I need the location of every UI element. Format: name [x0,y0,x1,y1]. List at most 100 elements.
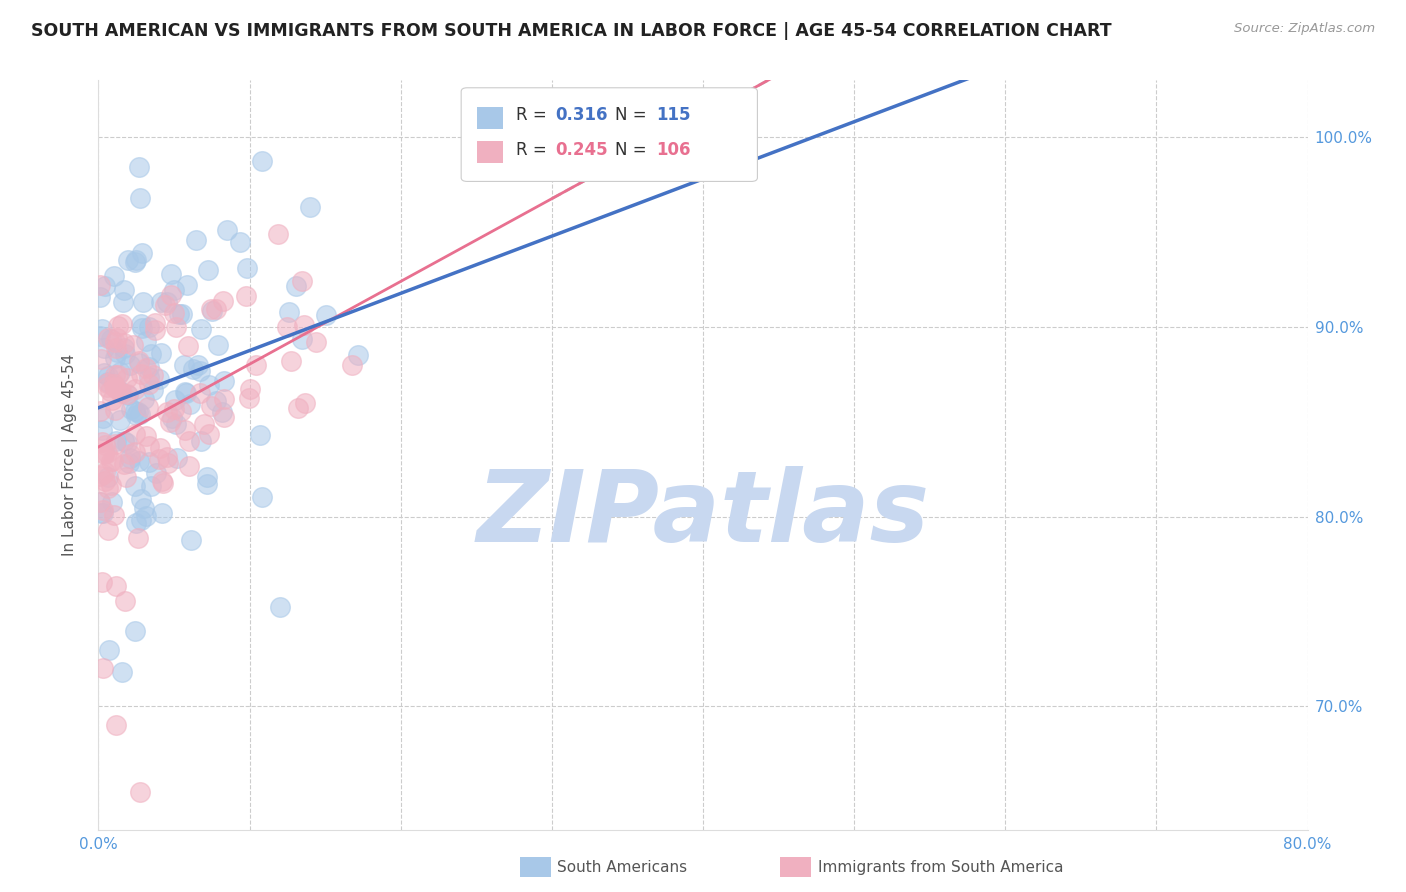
Text: SOUTH AMERICAN VS IMMIGRANTS FROM SOUTH AMERICA IN LABOR FORCE | AGE 45-54 CORRE: SOUTH AMERICAN VS IMMIGRANTS FROM SOUTH … [31,22,1112,40]
Point [155,298,177,312]
Point [138,370,160,384]
Point [187,359,209,373]
Point [131,513,153,527]
Point [149,441,172,455]
Point [245,359,267,373]
Text: N =: N = [614,106,651,125]
Point [291,332,314,346]
Point [91,435,114,450]
Point [159,288,181,302]
Point [201,303,224,318]
Point [134,392,156,406]
Point [181,362,204,376]
Point [124,445,146,459]
Point [277,305,299,319]
Point [98,384,121,399]
Point [156,450,179,464]
Point [138,377,160,392]
Point [131,321,153,335]
Point [105,344,128,359]
Point [124,255,146,269]
Point [162,283,184,297]
Point [91,661,114,675]
Point [269,600,291,615]
Point [139,347,162,361]
Text: 115: 115 [655,106,690,125]
Point [287,401,309,415]
Point [180,533,202,548]
Point [93,474,115,488]
Point [125,408,148,422]
Point [105,341,128,355]
Point [212,293,235,308]
Point [173,359,195,373]
Point [91,502,114,516]
Point [90,351,112,366]
Point [198,426,221,441]
Point [91,575,114,590]
Point [197,263,219,277]
Point [165,417,187,432]
Point [190,322,212,336]
Point [105,718,128,732]
Point [104,335,127,350]
Point [91,467,114,481]
Point [177,339,200,353]
Point [91,506,114,520]
Point [94,438,117,452]
Point [136,400,159,414]
Point [138,359,160,374]
Point [89,404,111,418]
Point [200,400,222,414]
Point [93,341,115,355]
Point [129,491,152,506]
Point [229,235,252,249]
Point [212,375,235,389]
Point [212,409,235,424]
Point [117,386,139,401]
Point [100,477,122,491]
Point [160,268,183,282]
Point [120,358,142,372]
Point [115,436,138,450]
Point [118,456,141,470]
Point [135,360,157,375]
Point [179,397,201,411]
Point [97,469,120,483]
Point [267,227,290,241]
Point [142,368,165,383]
Text: 106: 106 [655,141,690,159]
Point [249,427,271,442]
Point [135,334,157,348]
Point [188,386,211,401]
Point [112,341,135,355]
Point [93,447,115,461]
Point [236,260,259,275]
Point [198,378,221,392]
Point [166,450,188,465]
Point [93,367,115,381]
Point [127,531,149,545]
Point [104,579,127,593]
Point [89,495,111,509]
Point [110,366,132,380]
Point [200,302,222,317]
Point [96,445,118,459]
Point [170,404,193,418]
Point [294,395,316,409]
Point [176,278,198,293]
Point [128,160,150,174]
Point [148,452,170,467]
Point [292,318,315,333]
Point [250,154,273,169]
Point [103,268,125,283]
Point [111,294,134,309]
Point [120,401,142,416]
Point [138,319,160,334]
Point [107,368,129,382]
Point [165,319,187,334]
Bar [477,141,503,163]
Point [195,476,218,491]
Point [112,457,135,471]
Point [89,290,111,304]
